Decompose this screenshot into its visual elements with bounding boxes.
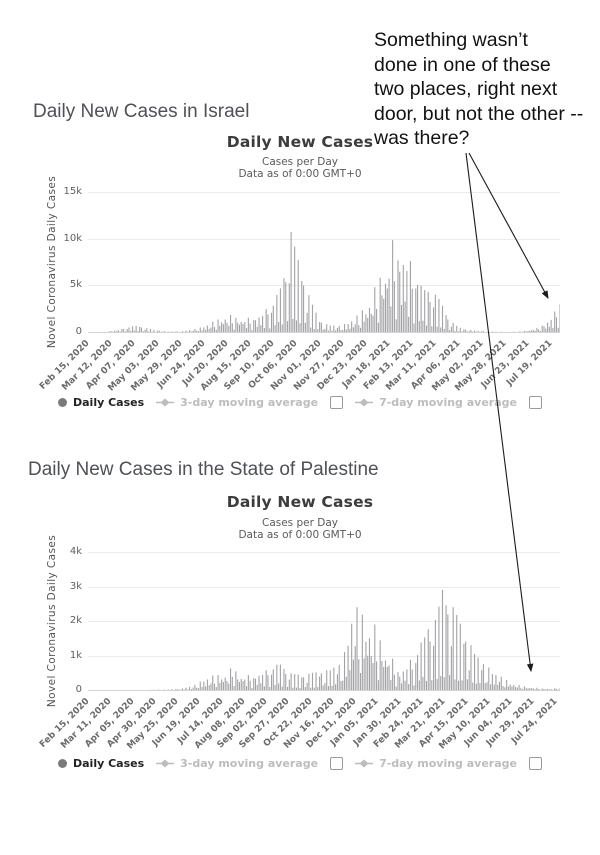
- legend-7day-moving-average[interactable]: 7-day moving average: [355, 757, 517, 770]
- y-gridline: [88, 621, 560, 622]
- israel-chart-data-asof: Data as of 0:00 GMT+0: [238, 168, 362, 180]
- legend-3day-moving-average-label: 3-day moving average: [180, 396, 319, 409]
- y-gridline: [88, 285, 560, 287]
- y-gridline: [88, 552, 560, 553]
- 7day-moving-average-checkbox[interactable]: [529, 757, 542, 770]
- israel-chart-subtitle: Cases per Day: [261, 156, 339, 168]
- y-axis-tick-label: 2k: [69, 615, 82, 626]
- daily-cases-series-marker-icon: [58, 759, 67, 768]
- 7day-moving-average-checkbox[interactable]: [529, 396, 542, 409]
- legend-3day-moving-average[interactable]: 3-day moving average: [156, 757, 318, 770]
- palestine-chart-subtitle: Cases per Day: [261, 517, 339, 529]
- legend-daily-cases-label: Daily Cases: [73, 396, 145, 409]
- palestine-chart-legend: Daily Cases 3-day moving average 7-day mov…: [0, 757, 600, 770]
- x-axis-line: [88, 690, 560, 691]
- moving-average-series-marker-icon: [355, 759, 374, 768]
- legend-7day-moving-average-label: 7-day moving average: [379, 757, 517, 770]
- 3day-moving-average-checkbox[interactable]: [330, 396, 344, 409]
- israel-chart-legend: Daily Cases 3-day moving average 7-day mov…: [0, 396, 600, 409]
- y-axis-tick-label: 3k: [69, 580, 82, 592]
- y-axis-tick-label: 0: [75, 684, 82, 695]
- y-gridline: [88, 586, 560, 588]
- israel-daily-cases-bars[interactable]: [88, 192, 560, 332]
- palestine-section-heading: Daily New Cases in the State of Palestin…: [28, 458, 379, 480]
- 3day-moving-average-checkbox[interactable]: [330, 757, 344, 770]
- y-axis-tick-label: 4k: [69, 546, 82, 557]
- y-axis-tick-label: 0: [75, 326, 82, 337]
- moving-average-series-marker-icon: [156, 398, 175, 407]
- y-gridline: [88, 238, 560, 240]
- legend-7day-moving-average[interactable]: 7-day moving average: [355, 396, 517, 409]
- legend-7day-moving-average-label: 7-day moving average: [379, 396, 517, 409]
- legend-3day-moving-average[interactable]: 3-day moving average: [156, 396, 318, 409]
- legend-daily-cases[interactable]: Daily Cases: [58, 757, 144, 770]
- annotation-note: Something wasn’t done in one of these tw…: [374, 29, 584, 149]
- israel-yaxis-title: Novel Coronavirus Daily Cases: [46, 175, 58, 349]
- daily-cases-series-marker-icon: [58, 398, 67, 407]
- y-axis-tick-label: 5k: [69, 279, 82, 291]
- israel-chart-title: Daily New Cases: [226, 133, 374, 151]
- moving-average-series-marker-icon: [156, 759, 175, 768]
- y-axis-tick-label: 10k: [63, 232, 82, 244]
- palestine-chart-data-asof: Data as of 0:00 GMT+0: [238, 529, 362, 541]
- y-gridline: [88, 192, 560, 193]
- palestine-chart-title: Daily New Cases: [226, 493, 374, 511]
- x-axis-line: [88, 332, 560, 333]
- y-axis-tick-label: 1k: [69, 649, 82, 661]
- y-axis-tick-label: 15k: [63, 186, 82, 197]
- moving-average-series-marker-icon: [355, 398, 374, 407]
- y-gridline: [88, 655, 560, 657]
- state-of-palestine-daily-cases-bars[interactable]: [88, 552, 560, 690]
- legend-3day-moving-average-label: 3-day moving average: [180, 757, 319, 770]
- legend-daily-cases-label: Daily Cases: [73, 757, 145, 770]
- legend-daily-cases[interactable]: Daily Cases: [58, 396, 144, 409]
- israel-section-heading: Daily New Cases in Israel: [33, 100, 250, 122]
